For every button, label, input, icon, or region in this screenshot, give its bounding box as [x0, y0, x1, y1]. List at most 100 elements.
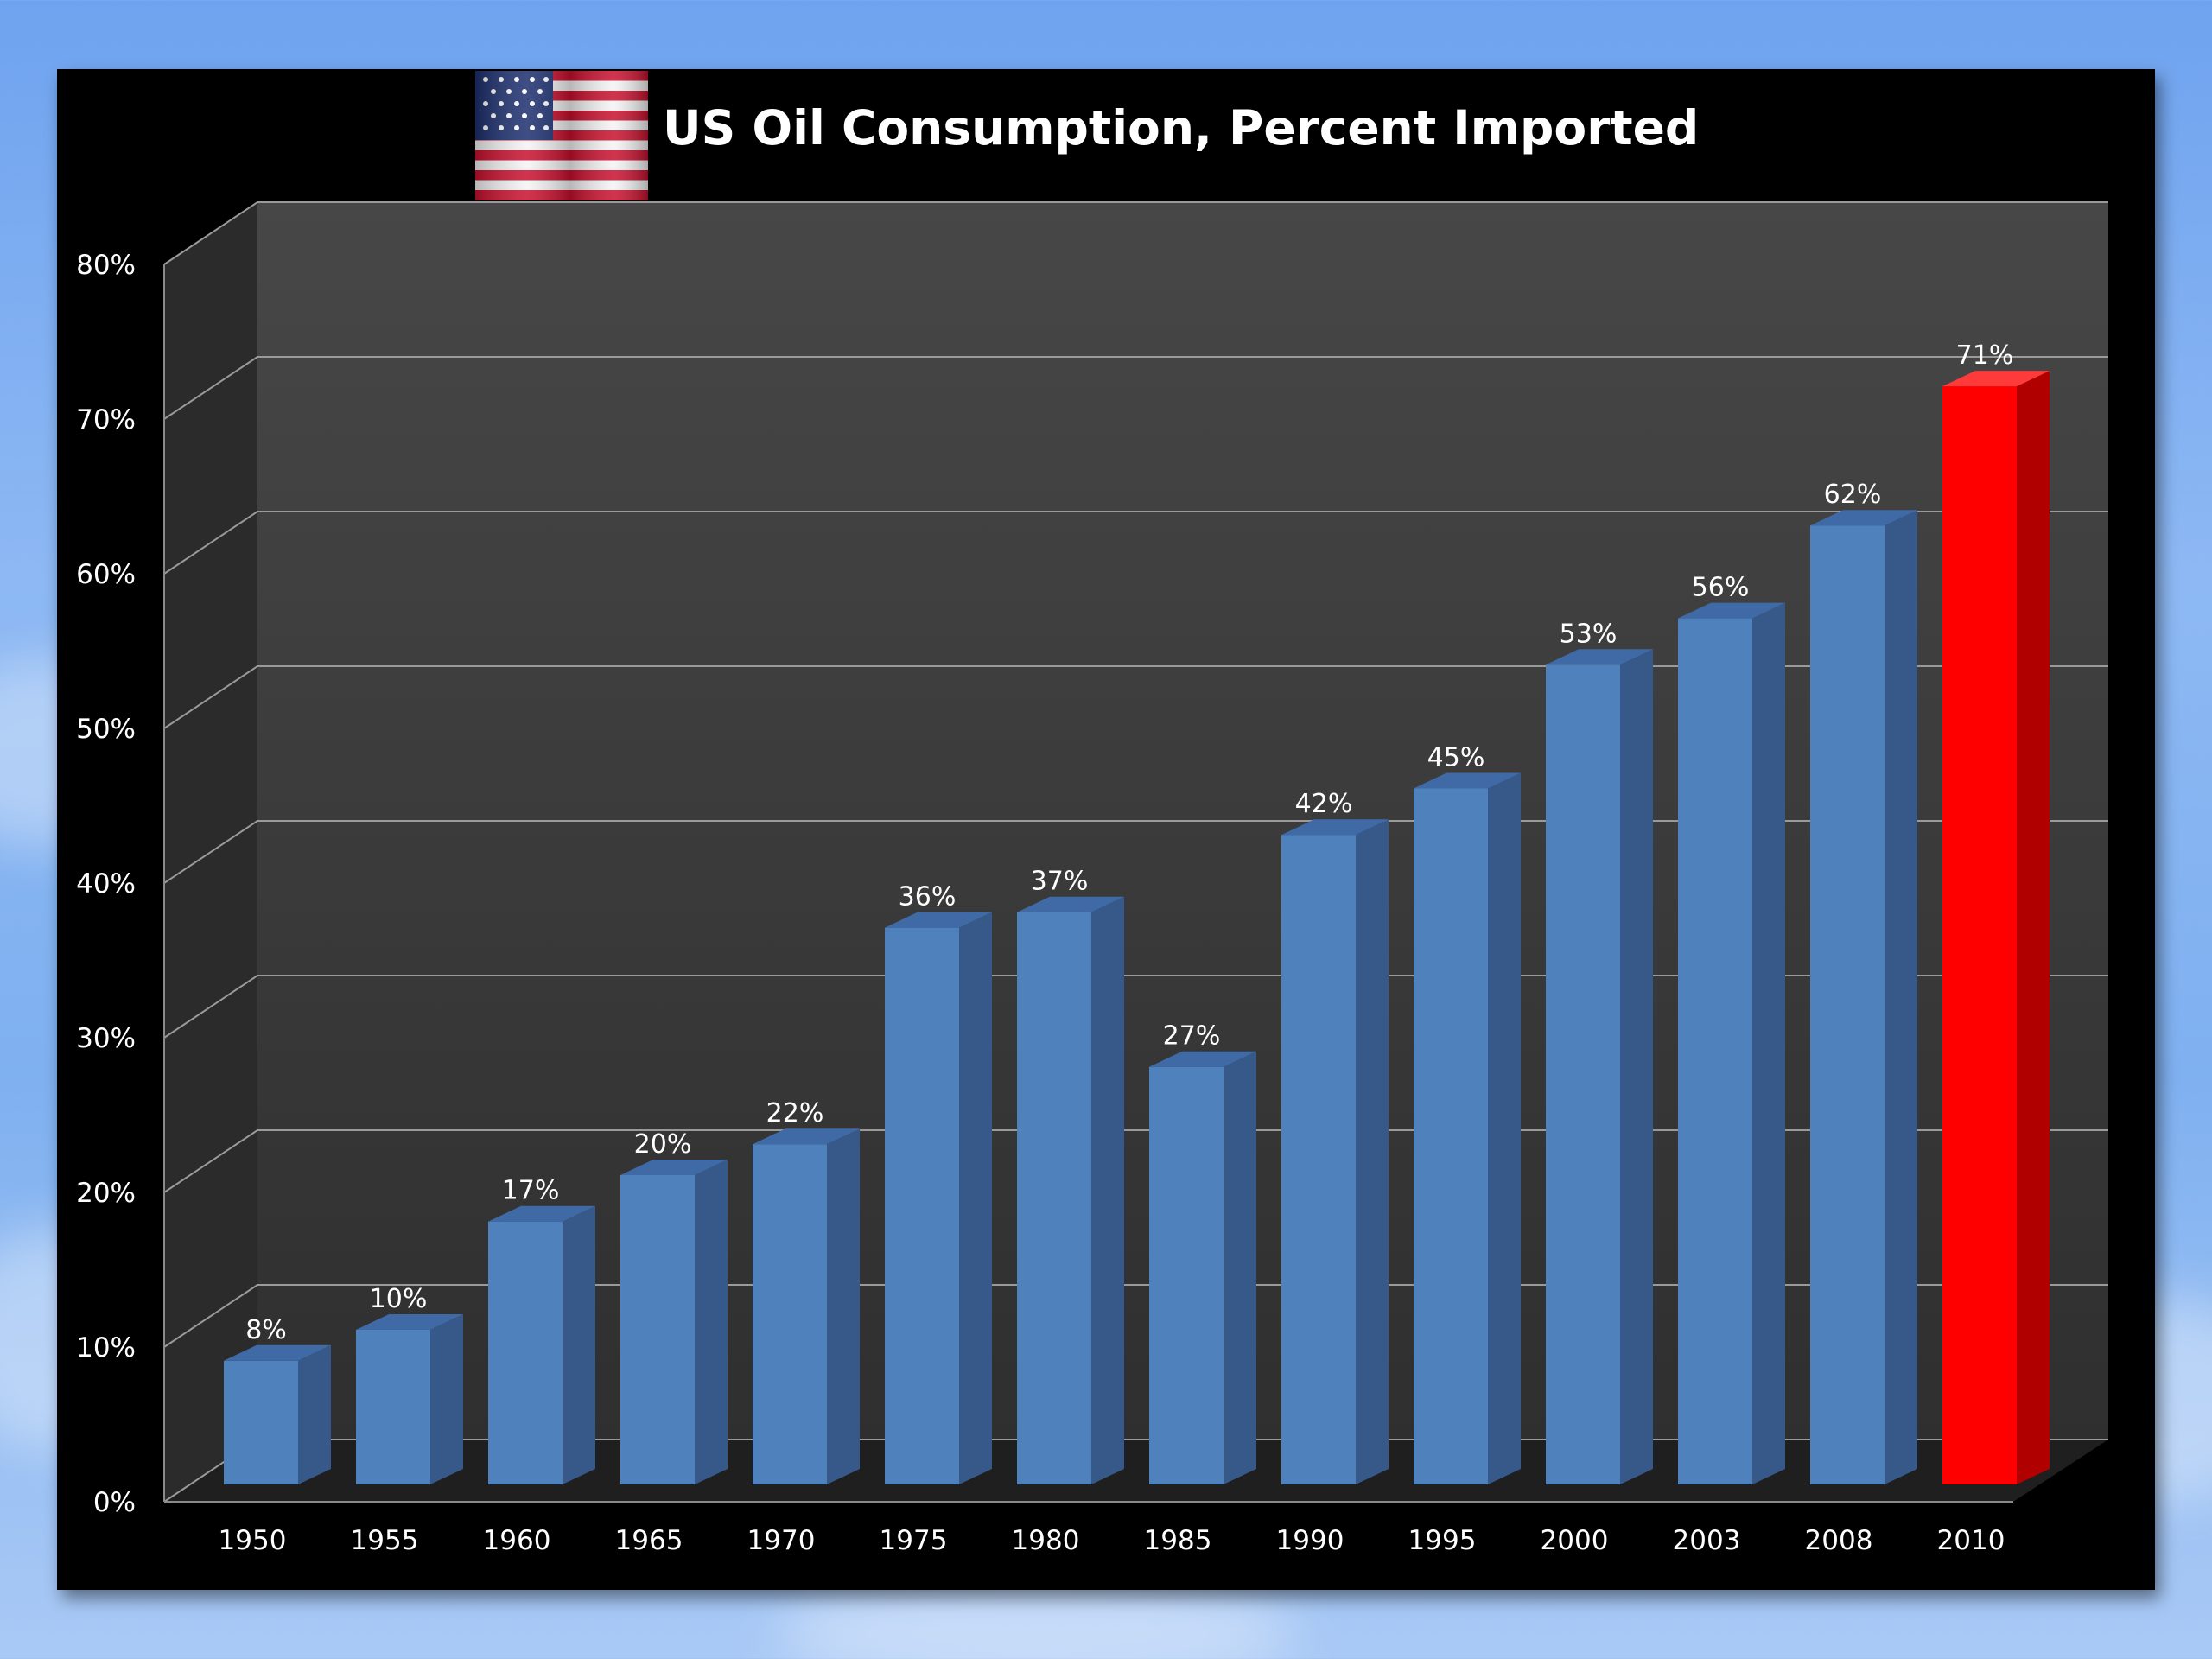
bar-side: [2017, 371, 2050, 1485]
bar-top: [1942, 371, 2050, 387]
data-label: 8%: [245, 1315, 287, 1345]
x-tick-label: 1975: [880, 1525, 948, 1556]
bar: [1017, 896, 1124, 1484]
bar-side: [430, 1314, 463, 1484]
bar-side: [695, 1160, 728, 1484]
y-tick-label: 30%: [76, 1023, 136, 1054]
x-tick-label: 1985: [1144, 1525, 1212, 1556]
bar: [1281, 819, 1389, 1484]
x-tick-label: 1960: [483, 1525, 551, 1556]
bar-front: [1546, 664, 1620, 1484]
y-tick-label: 80%: [76, 250, 136, 281]
bar-top: [1017, 896, 1124, 912]
bar-front: [1678, 618, 1752, 1484]
data-label: 42%: [1295, 789, 1353, 819]
x-axis: 1950 1955 1960 1965 1970 1975 1980 1985 1990 1995…: [219, 1525, 2005, 1556]
bar-front: [488, 1221, 563, 1484]
data-labels: 8% 10% 17% 20% 22% 36% 37% 27% 42% 45% 53% 56% 62% 71…: [245, 340, 2013, 1345]
bar-top: [1149, 1051, 1256, 1067]
bar-front: [1281, 835, 1356, 1484]
bar-front: [753, 1144, 827, 1484]
x-tick-label: 1970: [747, 1525, 816, 1556]
data-label: 53%: [1560, 619, 1618, 649]
gridline: [163, 665, 2108, 729]
bar: [1149, 1051, 1256, 1484]
y-tick-label: 40%: [76, 868, 136, 899]
data-label: 22%: [766, 1098, 824, 1128]
y-tick-label: 70%: [76, 404, 136, 435]
x-tick-label: 2010: [1937, 1525, 2005, 1556]
data-label: 27%: [1163, 1021, 1221, 1052]
bar-side: [1885, 510, 1917, 1485]
y-tick-label: 0%: [93, 1487, 136, 1518]
bar: [885, 912, 992, 1484]
bar-top: [224, 1344, 331, 1361]
gridline: [163, 201, 2108, 265]
bar-top: [1414, 772, 1521, 789]
bar-top: [1810, 510, 1917, 526]
bar-side: [1224, 1051, 1256, 1484]
y-tick-label: 20%: [76, 1178, 136, 1209]
bar: [1942, 371, 2050, 1485]
bar: [753, 1128, 860, 1484]
x-tick-label: 2008: [1805, 1525, 1873, 1556]
data-label: 10%: [370, 1284, 428, 1314]
bar-front: [1810, 525, 1885, 1485]
bar-front: [1149, 1066, 1224, 1484]
bar-front: [224, 1360, 298, 1484]
y-tick-label: 10%: [76, 1332, 136, 1363]
x-tick-label: 1955: [351, 1525, 419, 1556]
bar-side: [1620, 649, 1653, 1484]
bar-side: [827, 1128, 860, 1484]
y-axis: 0% 10% 20% 30% 40% 50% 60% 70% 80%: [76, 250, 2013, 1518]
y-tick-label: 60%: [76, 559, 136, 590]
data-label: 17%: [502, 1176, 560, 1206]
gridline: [163, 356, 2108, 420]
bar-top: [620, 1160, 728, 1175]
bar-top: [1546, 649, 1653, 665]
data-label: 37%: [1031, 867, 1089, 897]
data-label: 36%: [899, 882, 957, 912]
bar-side: [1752, 602, 1785, 1484]
bar-side: [1091, 896, 1124, 1484]
bar: [1546, 649, 1653, 1484]
bar-top: [885, 912, 992, 928]
bar-side: [1356, 819, 1389, 1484]
bars: [224, 371, 2050, 1485]
bar-front: [620, 1175, 695, 1484]
chart-title: US Oil Consumption, Percent Imported: [663, 100, 1700, 156]
bar-front: [1017, 912, 1091, 1484]
bar: [1810, 510, 1917, 1485]
bar-side: [563, 1205, 595, 1484]
bar: [620, 1160, 728, 1484]
bar: [1678, 602, 1785, 1484]
y-tick-label: 50%: [76, 714, 136, 745]
bar: [224, 1344, 331, 1484]
bar-top: [488, 1205, 595, 1222]
bar: [1414, 772, 1521, 1484]
data-label: 62%: [1824, 480, 1882, 510]
gridline: [163, 511, 2108, 575]
data-label: 71%: [1956, 340, 2014, 371]
data-label: 45%: [1427, 743, 1485, 773]
bar-front: [1942, 386, 2017, 1485]
bar: [356, 1314, 463, 1484]
x-tick-label: 1995: [1408, 1525, 1477, 1556]
bar-side: [1488, 772, 1521, 1484]
bar: [488, 1205, 595, 1484]
x-tick-label: 1990: [1276, 1525, 1344, 1556]
x-tick-label: 2003: [1673, 1525, 1741, 1556]
bar-side: [298, 1344, 331, 1484]
bar-side: [959, 912, 992, 1484]
bar-top: [1678, 602, 1785, 619]
data-label: 20%: [634, 1129, 692, 1160]
data-label: 56%: [1692, 573, 1750, 603]
bar-top: [753, 1128, 860, 1145]
bar-front: [885, 927, 959, 1484]
us-flag-icon: [475, 71, 648, 200]
x-tick-label: 2000: [1541, 1525, 1609, 1556]
bar-front: [1414, 788, 1488, 1484]
x-tick-label: 1965: [615, 1525, 683, 1556]
bar-front: [356, 1330, 430, 1484]
